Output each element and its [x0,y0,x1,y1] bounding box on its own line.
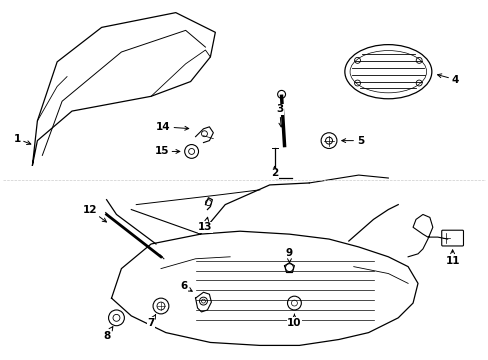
Text: 12: 12 [82,204,106,222]
Text: 6: 6 [180,281,192,291]
Text: 7: 7 [147,315,155,328]
Text: 10: 10 [286,314,301,328]
FancyBboxPatch shape [441,230,463,246]
Text: 4: 4 [437,74,458,85]
Text: 2: 2 [270,166,278,178]
Text: 14: 14 [156,122,188,132]
Text: 3: 3 [275,104,283,127]
Text: 9: 9 [285,248,292,262]
Text: 11: 11 [445,250,459,266]
Text: 5: 5 [341,136,363,145]
Text: 1: 1 [13,134,31,144]
Text: 15: 15 [154,147,180,157]
Text: 13: 13 [198,217,212,232]
Text: 8: 8 [103,327,113,341]
